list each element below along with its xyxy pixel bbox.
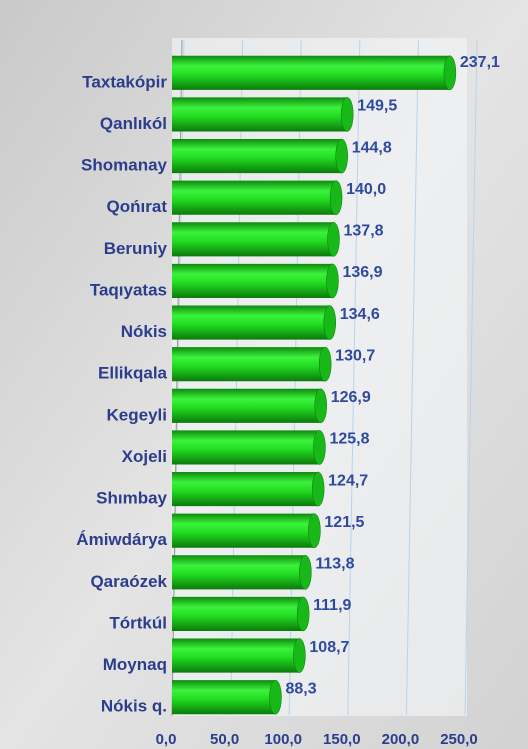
bar [172,138,342,174]
y-tick-label: Taqıyatas [90,280,167,299]
bar [172,513,315,548]
y-tick-label: Shomanay [81,156,168,175]
value-label: 121,5 [324,514,364,531]
value-label: 136,9 [342,264,382,281]
bar [172,347,326,382]
y-tick-label: Qanlıkól [100,114,167,133]
y-tick-label: Tórtkúl [109,613,167,632]
grid-line [405,39,419,716]
x-tick-label: 50,0 [210,731,239,748]
y-tick-label: Qaraózek [90,572,167,591]
bar-cap [296,596,310,632]
value-label: 130,7 [335,347,375,364]
bar [172,638,300,673]
bar-cap [299,554,312,590]
bar [172,471,319,507]
value-label: 149,5 [357,98,397,115]
x-tick-label: 150,0 [323,731,361,748]
bar [172,388,321,423]
bar [172,222,334,257]
value-label: 124,7 [328,472,368,489]
y-tick-label: Beruniy [104,239,168,258]
bar-cap [326,263,339,299]
bar [172,430,320,465]
bar-cap [329,180,343,216]
value-label: 144,8 [352,139,392,156]
bar-cap [323,305,337,340]
bar-cap [318,346,332,382]
bar-cap [327,221,340,257]
x-tick-label: 200,0 [382,731,420,748]
bar-cap [308,513,321,549]
bar [172,555,306,590]
bar-cap [293,638,306,673]
bar-cap [269,679,282,715]
bar-cap [335,138,348,174]
bar [172,305,330,340]
value-label: 111,9 [313,597,351,614]
y-tick-label: Nókis [121,322,167,341]
bar [172,680,276,715]
value-label: 137,8 [344,223,384,240]
bar [172,180,337,215]
bar-cap [313,430,326,465]
y-tick-label: Qońırat [107,197,168,216]
bar [172,97,348,132]
bar-cap [314,388,327,424]
value-label: 125,8 [329,431,369,448]
x-tick-label: 0,0 [156,731,177,748]
bar [172,55,450,90]
x-tick-label: 250,0 [440,731,478,748]
grid-line [347,39,361,716]
value-label: 108,7 [309,639,349,656]
value-label: 134,6 [340,306,380,323]
value-label: 237,1 [460,54,500,71]
y-tick-label: Taxtakópir [82,72,167,91]
y-tick-label: Moynaq [103,655,167,674]
value-label: 126,9 [331,389,371,406]
y-tick-label: Shımbay [96,489,167,508]
bar-cap [443,55,457,91]
bar-cap [311,471,325,507]
value-label: 140,0 [346,181,386,198]
bar [172,263,333,299]
bar-cap [340,97,354,132]
y-tick-label: Xojeli [122,447,167,466]
y-tick-label: Ellikqala [98,364,168,383]
x-tick-label: 100,0 [264,731,302,748]
y-tick-label: Nókis q. [101,697,167,716]
value-label: 113,8 [315,556,354,573]
value-label: 88,3 [285,680,316,697]
y-tick-label: Kegeyli [107,405,167,424]
y-tick-label: Ámiwdárya [76,530,167,549]
bar [172,596,304,632]
grid-line [464,39,478,716]
